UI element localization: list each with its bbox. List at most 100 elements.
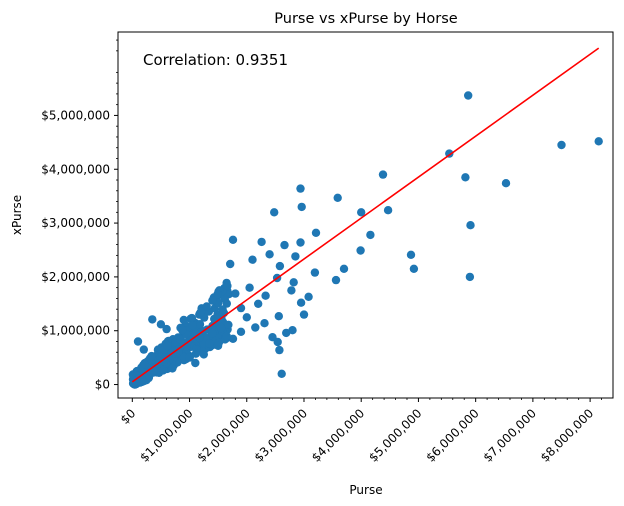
scatter-point — [159, 357, 169, 366]
scatter-point — [310, 268, 320, 277]
scatter-point — [162, 324, 171, 334]
scatter-point — [191, 349, 201, 358]
y-tick-label: $5,000,000 — [41, 108, 110, 122]
scatter-point — [257, 237, 266, 247]
scatter-point — [185, 353, 194, 362]
scatter-point — [277, 369, 286, 378]
plot-area — [128, 47, 603, 389]
scatter-point — [409, 264, 419, 273]
scatter-point — [273, 337, 282, 347]
scatter-point — [333, 193, 342, 202]
scatter-point — [159, 365, 168, 375]
scatter-point — [297, 202, 306, 212]
scatter-point — [202, 302, 211, 311]
scatter-point — [406, 250, 416, 259]
scatter-point — [133, 337, 143, 346]
y-tick-label: $4,000,000 — [41, 162, 110, 176]
scatter-point — [213, 289, 222, 299]
scatter-point — [378, 170, 388, 179]
scatter-point — [261, 291, 270, 300]
scatter-point — [224, 320, 233, 329]
scatter-point — [296, 184, 305, 193]
scatter-point — [466, 221, 475, 230]
scatter-point — [282, 328, 291, 338]
scatter-point — [465, 272, 475, 282]
scatter-point — [304, 292, 313, 301]
scatter-point — [383, 206, 393, 215]
scatter-point — [331, 275, 341, 285]
scatter-point — [228, 334, 238, 343]
scatter-point — [191, 358, 200, 368]
scatter-point — [265, 250, 274, 259]
scatter-point — [187, 313, 197, 323]
scatter-point — [311, 228, 321, 237]
x-axis-title: Purse — [349, 483, 382, 497]
scatter-point — [291, 252, 300, 261]
scatter-point — [289, 278, 298, 287]
scatter-point — [139, 345, 148, 354]
scatter-point — [205, 339, 214, 348]
scatter-point — [501, 179, 511, 188]
scatter-point — [270, 208, 279, 217]
scatter-point — [299, 310, 309, 319]
scatter-point — [216, 323, 226, 333]
chart-title: Purse vs xPurse by Horse — [274, 11, 457, 27]
scatter-point — [140, 360, 150, 369]
scatter-point — [178, 325, 187, 335]
scatter-point — [461, 173, 470, 182]
scatter-point — [228, 235, 238, 244]
scatter-point — [163, 341, 172, 351]
scatter-point — [242, 313, 251, 322]
scatter-point — [208, 329, 217, 338]
scatter-point — [366, 230, 375, 240]
plot-frame — [117, 31, 614, 399]
scatter-point — [339, 264, 349, 273]
scatter-point — [196, 307, 206, 317]
regression-line — [131, 47, 600, 383]
scatter-point — [195, 320, 205, 329]
y-axis: $0 $1,000,000 $2,000,000 $3,000,000 $4,000,0… — [41, 39, 118, 392]
scatter-point — [254, 299, 263, 308]
annotation-correlation: Correlation: 0.9351 — [143, 51, 288, 69]
scatter-point — [208, 296, 217, 305]
scatter-point — [236, 303, 246, 313]
scatter-point — [188, 321, 197, 330]
scatter-point — [464, 91, 473, 100]
y-tick-label: $1,000,000 — [41, 324, 110, 338]
scatter-point — [260, 319, 269, 328]
y-tick-label: $0 — [95, 378, 110, 392]
scatter-point — [356, 246, 365, 255]
scatter-point — [236, 327, 246, 336]
scatter-point — [288, 326, 297, 335]
y-tick-label: $2,000,000 — [41, 270, 110, 284]
scatter-point — [275, 345, 284, 355]
y-axis-title: xPurse — [10, 195, 24, 235]
scatter-point — [251, 323, 260, 332]
scatter-point — [296, 238, 305, 247]
scatter-point — [357, 208, 366, 217]
scatter-point — [287, 286, 296, 295]
scatter-point — [275, 261, 285, 271]
scatter-point — [222, 299, 231, 308]
scatter-point — [223, 281, 232, 291]
scatter-point — [199, 350, 208, 359]
scatter-point — [245, 283, 254, 292]
scatter-point — [179, 315, 188, 325]
scatter-point — [231, 289, 240, 298]
scatter-point — [296, 298, 306, 307]
y-tick-label: $3,000,000 — [41, 216, 110, 230]
scatter-point — [168, 364, 177, 373]
scatter-point — [274, 312, 283, 321]
scatter-points — [133, 91, 603, 378]
scatter-point — [213, 341, 223, 350]
scatter-point — [557, 140, 566, 150]
scatter-point — [248, 255, 257, 264]
scatter-point — [594, 137, 603, 146]
scatter-point — [226, 259, 235, 269]
scatter-point — [222, 331, 231, 341]
scatter-point — [156, 320, 166, 329]
scatter-point — [147, 351, 156, 361]
scatter-point — [148, 315, 157, 324]
scatter-point — [280, 240, 289, 250]
